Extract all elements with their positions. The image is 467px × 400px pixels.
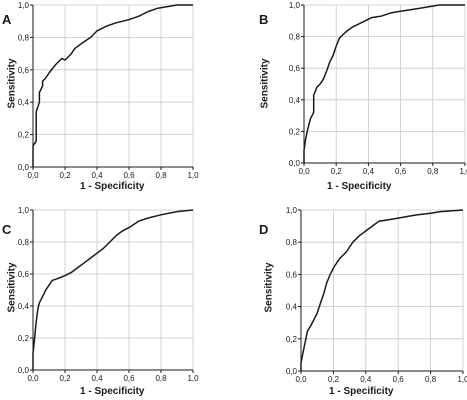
x-tick-label: 1,0 bbox=[459, 167, 467, 176]
y-tick-label: 0,6 bbox=[18, 270, 30, 279]
x-axis-label-a: 1 - Specificity bbox=[80, 181, 145, 192]
panel-label-b: B bbox=[259, 12, 269, 27]
y-tick-label: 0,8 bbox=[289, 33, 301, 42]
x-tick-label: 0,6 bbox=[393, 375, 405, 384]
y-tick-label: 0,8 bbox=[18, 238, 30, 247]
x-axis-label-c: 1 - Specificity bbox=[80, 386, 145, 397]
y-tick-label: 0,6 bbox=[286, 270, 298, 279]
x-tick-label: 0,4 bbox=[91, 374, 103, 383]
x-axis-label-b: 1 - Specificity bbox=[327, 181, 392, 192]
x-tick-label: 0,2 bbox=[59, 171, 71, 180]
x-tick-label: 0,0 bbox=[27, 171, 39, 180]
x-axis-label-d: 1 - Specificity bbox=[329, 386, 394, 397]
x-tick-label: 0,6 bbox=[123, 171, 135, 180]
y-axis-label-b: Sensitivity bbox=[259, 58, 271, 109]
y-tick-label: 0,4 bbox=[18, 98, 30, 107]
roc-panel-c: 0,0 0,2 0,4 0,6 0,8 1,0 0,0 0,2 0,4 0,6 0,8 1,0 C S… bbox=[0, 200, 233, 400]
y-axis-label-d: Sensitivity bbox=[263, 262, 275, 313]
y-axis-label-a: Sensitivity bbox=[6, 58, 18, 109]
x-tick-label: 0,2 bbox=[331, 167, 343, 176]
roc-panel-b: 0,0 0,2 0,4 0,6 0,8 1,0 0,0 0,2 0,4 0,6 0,8 1,0 B S… bbox=[233, 0, 467, 200]
x-tick-label: 0,6 bbox=[395, 167, 407, 176]
x-tick-label: 1,0 bbox=[187, 171, 199, 180]
y-tick-label: 0,4 bbox=[286, 303, 298, 312]
x-tick-label: 0,2 bbox=[328, 375, 340, 384]
y-tick-label: 1,0 bbox=[289, 1, 301, 10]
roc-chart-b: 0,0 0,2 0,4 0,6 0,8 1,0 0,0 0,2 0,4 0,6 0,8 1,0 bbox=[289, 1, 467, 176]
y-tick-label: 0,2 bbox=[18, 334, 30, 343]
y-tick-label: 0,6 bbox=[18, 66, 30, 75]
roc-chart-c: 0,0 0,2 0,4 0,6 0,8 1,0 0,0 0,2 0,4 0,6 0,8 1,0 bbox=[18, 206, 199, 383]
y-tick-label: 0,4 bbox=[18, 302, 30, 311]
panel-label-d: D bbox=[259, 222, 269, 237]
y-tick-label: 0,2 bbox=[286, 335, 298, 344]
x-tick-label: 0,8 bbox=[425, 375, 437, 384]
y-tick-label: 0,2 bbox=[289, 127, 301, 136]
x-tick-label: 1,0 bbox=[457, 375, 467, 384]
y-axis-label-c: Sensitivity bbox=[6, 262, 18, 313]
x-tick-label: 0,8 bbox=[155, 374, 167, 383]
x-tick-label: 0,6 bbox=[123, 374, 135, 383]
roc-curve-a bbox=[32, 4, 193, 167]
y-tick-label: 0,2 bbox=[18, 131, 30, 140]
roc-panel-a: 0,0 0,2 0,4 0,6 0,8 1,0 0,0 0,2 0,4 0,6 0,8 1,0 A S… bbox=[0, 0, 233, 200]
y-tick-label: 0,8 bbox=[286, 238, 298, 247]
roc-panel-d: 0,0 0,2 0,4 0,6 0,8 1,0 0,0 0,2 0,4 0,6 0,8 1,0 D S… bbox=[233, 200, 467, 400]
y-tick-label: 0,0 bbox=[289, 159, 301, 168]
panel-label-c: C bbox=[2, 222, 12, 237]
x-tick-label: 1,0 bbox=[187, 374, 199, 383]
x-tick-label: 0,4 bbox=[360, 375, 372, 384]
roc-curve-d bbox=[300, 209, 464, 371]
x-tick-label: 0,8 bbox=[427, 167, 439, 176]
roc-curve-c bbox=[32, 209, 194, 370]
x-tick-label: 0,0 bbox=[27, 374, 39, 383]
y-tick-label: 0,0 bbox=[18, 163, 30, 172]
x-tick-label: 0,8 bbox=[155, 171, 167, 180]
x-tick-label: 0,0 bbox=[298, 167, 310, 176]
y-tick-label: 0,6 bbox=[289, 64, 301, 73]
panel-label-a: A bbox=[2, 12, 12, 27]
y-tick-label: 1,0 bbox=[286, 206, 298, 215]
y-tick-label: 0,8 bbox=[18, 33, 30, 42]
roc-chart-a: 0,0 0,2 0,4 0,6 0,8 1,0 0,0 0,2 0,4 0,6 0,8 1,0 bbox=[18, 1, 199, 180]
x-tick-label: 0,4 bbox=[91, 171, 103, 180]
y-tick-label: 0,4 bbox=[289, 96, 301, 105]
roc-curve-b bbox=[303, 4, 465, 163]
x-tick-label: 0,4 bbox=[363, 167, 375, 176]
y-tick-label: 1,0 bbox=[18, 206, 30, 215]
x-tick-label: 0,2 bbox=[59, 374, 71, 383]
y-tick-label: 0,0 bbox=[18, 366, 30, 375]
x-tick-label: 0,0 bbox=[295, 375, 307, 384]
y-tick-label: 0,0 bbox=[286, 367, 298, 376]
roc-chart-d: 0,0 0,2 0,4 0,6 0,8 1,0 0,0 0,2 0,4 0,6 0,8 1,0 bbox=[286, 206, 467, 384]
y-tick-label: 1,0 bbox=[18, 1, 30, 10]
